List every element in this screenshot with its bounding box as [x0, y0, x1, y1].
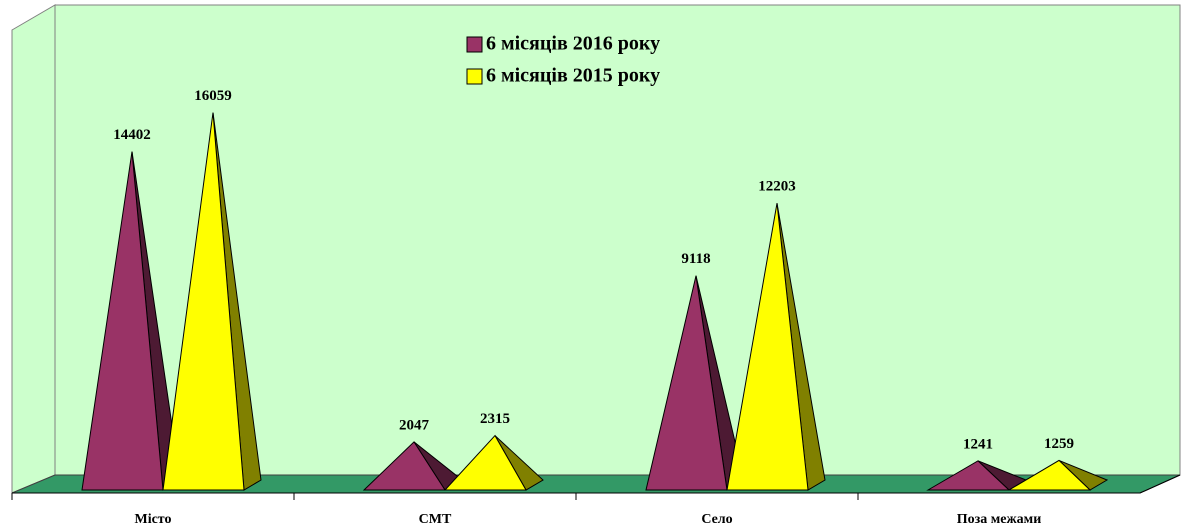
data-label: 1241: [963, 436, 993, 452]
pyramid: [645, 275, 745, 491]
pyramid-front: [926, 460, 1011, 491]
legend-label: 6 місяців 2015 року: [486, 65, 660, 87]
data-label: 2315: [480, 411, 510, 427]
data-label: 12203: [758, 179, 796, 195]
pyramid-front: [81, 151, 164, 491]
x-axis: [1139, 474, 1181, 494]
pyramid: [1007, 459, 1109, 491]
pyramid: [162, 112, 262, 491]
pyramid-front: [645, 275, 728, 491]
pyramid-front: [162, 112, 245, 491]
data-label: 1259: [1044, 436, 1074, 452]
data-label: 2047: [399, 417, 430, 433]
data-label: 16059: [194, 88, 232, 104]
pyramid: [443, 434, 544, 491]
legend-swatch: [466, 36, 483, 53]
x-tick-label: СМТ: [419, 512, 452, 527]
pyramid-front: [443, 434, 527, 491]
legend-swatch: [466, 68, 483, 85]
side-wall: [11, 4, 56, 494]
data-label: 14402: [113, 127, 151, 143]
x-tick-label: Село: [701, 512, 732, 527]
data-label: 9118: [681, 251, 710, 267]
pyramid-front: [726, 203, 809, 491]
pyramid-front: [1007, 459, 1092, 491]
pyramid: [726, 203, 826, 491]
x-tick-label: Місто: [134, 512, 171, 527]
pyramid-front: [362, 441, 446, 491]
legend-label: 6 місяців 2016 року: [486, 33, 660, 55]
pyramid: [926, 460, 1028, 491]
x-tick-label: Поза межами: [957, 512, 1042, 527]
